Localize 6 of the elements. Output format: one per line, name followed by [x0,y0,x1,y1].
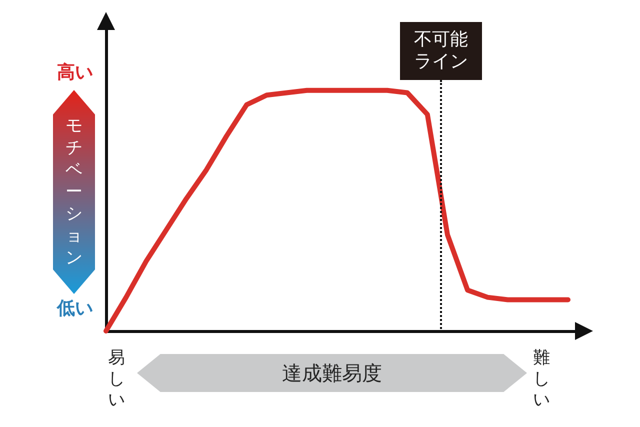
text: 低い [57,297,93,320]
text: 難しい [533,348,550,411]
text: 高い [57,61,93,84]
y-axis-title: モチベーション [65,115,83,269]
text: 不可能ライン [400,22,482,80]
text: 易しい [108,348,125,411]
